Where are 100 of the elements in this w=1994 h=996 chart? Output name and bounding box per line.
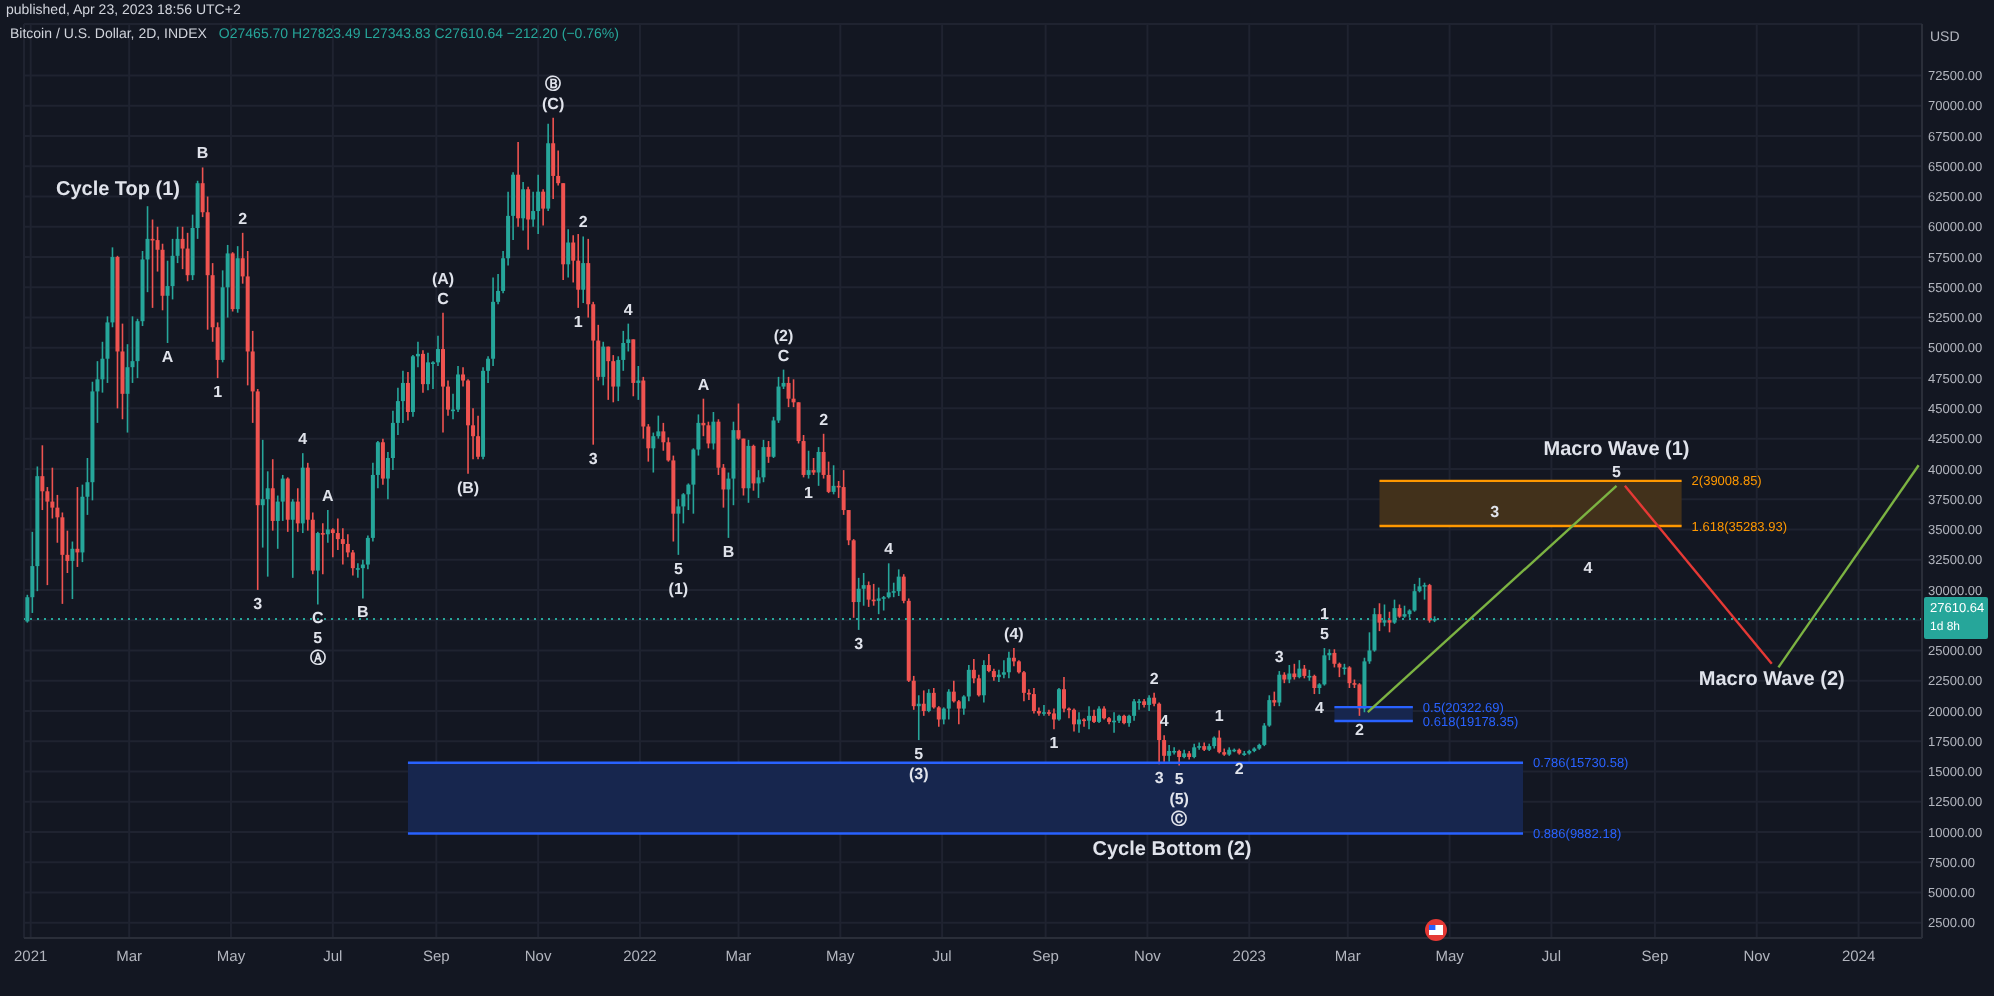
- candlestick: [1061, 676, 1066, 714]
- annotation: 2: [1354, 720, 1365, 739]
- annotation: 3: [253, 594, 264, 613]
- candlestick: [1322, 647, 1327, 687]
- annotation: (5): [1169, 790, 1190, 809]
- annotation: 5: [313, 629, 324, 648]
- annotation: 1: [1049, 734, 1060, 753]
- annotation: A: [322, 487, 335, 506]
- annotation: C: [437, 289, 450, 308]
- candlestick: [521, 181, 526, 232]
- candlestick: [786, 376, 791, 408]
- candlestick: [1071, 707, 1076, 733]
- annotation: 3: [588, 449, 599, 468]
- annotation: 1: [213, 383, 224, 402]
- annotation: (2): [773, 326, 794, 345]
- candlestick: [315, 531, 320, 606]
- annotation: 4: [884, 540, 895, 559]
- candlestick: [285, 476, 290, 533]
- annotation: C: [777, 346, 790, 365]
- annotation: 2: [1234, 759, 1245, 778]
- annotation: 5: [1612, 462, 1623, 481]
- annotation: Cycle Top (1): [55, 179, 181, 201]
- candlestick: [746, 439, 751, 504]
- candlestick: [1277, 670, 1282, 707]
- annotation: B: [357, 603, 370, 622]
- candlestick: [1056, 687, 1061, 722]
- annotation: (C): [542, 94, 565, 113]
- candlestick: [606, 345, 611, 401]
- candlestick: [1297, 659, 1302, 680]
- candlestick: [1157, 701, 1162, 766]
- candlestick: [295, 487, 300, 533]
- candlestick: [926, 688, 931, 714]
- candlestick: [751, 443, 756, 492]
- annotation: 1: [804, 483, 815, 502]
- candlestick: [1172, 746, 1177, 756]
- candlestick: [581, 235, 586, 304]
- candlestick: [325, 509, 330, 544]
- candlestick: [866, 580, 871, 608]
- candlestick: [806, 449, 811, 480]
- candlestick: [536, 173, 541, 235]
- annotation: 3: [1274, 648, 1285, 667]
- candlestick: [185, 232, 190, 283]
- candlestick: [1001, 659, 1006, 680]
- candlestick: [1312, 673, 1317, 695]
- annotation: A: [697, 375, 710, 394]
- annotation: A: [161, 347, 174, 366]
- candlestick: [405, 371, 410, 422]
- annotation: Macro Wave (2): [1698, 668, 1845, 691]
- annotation: C: [312, 609, 325, 628]
- annotation: (A): [431, 269, 455, 288]
- candlestick: [1332, 648, 1337, 669]
- candlestick: [516, 141, 521, 228]
- candlestick: [1217, 729, 1222, 755]
- annotation: 4: [1314, 699, 1325, 718]
- candlestick: [1082, 717, 1087, 728]
- annotation: (3): [908, 765, 930, 784]
- candlestick: [611, 354, 616, 404]
- candlestick: [1377, 602, 1382, 632]
- candlestick: [1077, 711, 1081, 734]
- candlestick: [330, 527, 335, 559]
- candlestick: [290, 498, 295, 579]
- annotation: B: [722, 542, 735, 561]
- candlestick: [1347, 665, 1352, 689]
- candlestick: [896, 568, 901, 597]
- candlestick: [576, 233, 581, 309]
- candlestick: [456, 365, 461, 413]
- annotation: Cycle Bottom (2): [1092, 839, 1252, 861]
- annotation: (1): [668, 579, 689, 598]
- candlestick: [551, 117, 556, 200]
- annotation: 2: [1149, 669, 1160, 688]
- candlestick: [766, 440, 771, 464]
- candlestick: [425, 351, 430, 392]
- candlestick: [1006, 650, 1011, 680]
- candlestick: [1197, 741, 1202, 751]
- candlestick: [1031, 687, 1036, 715]
- candlestick: [876, 586, 881, 615]
- annotation: 2: [238, 209, 249, 228]
- candlestick: [1087, 705, 1092, 730]
- candlestick: [1387, 610, 1392, 634]
- candlestick: [441, 311, 445, 434]
- annotation: 1: [573, 312, 584, 331]
- annotation: B: [196, 144, 209, 163]
- annotation: 5: [1319, 625, 1330, 644]
- candlestick: [420, 349, 425, 394]
- candlestick: [380, 437, 385, 486]
- candlestick: [320, 522, 325, 576]
- annotation: Ⓐ: [309, 649, 326, 668]
- annotation: 4: [623, 300, 634, 319]
- candlestick: [476, 414, 481, 461]
- candlestick: [981, 659, 986, 704]
- candlestick: [1041, 704, 1046, 717]
- candlestick: [70, 540, 75, 600]
- candlestick: [1427, 583, 1432, 624]
- annotation: 3: [1154, 769, 1165, 788]
- candlestick: [676, 498, 681, 556]
- annotation: 2: [819, 410, 830, 429]
- annotation: 1: [1214, 707, 1225, 726]
- candlestick: [946, 688, 951, 721]
- candlestick: [270, 458, 275, 532]
- candlestick: [631, 338, 636, 398]
